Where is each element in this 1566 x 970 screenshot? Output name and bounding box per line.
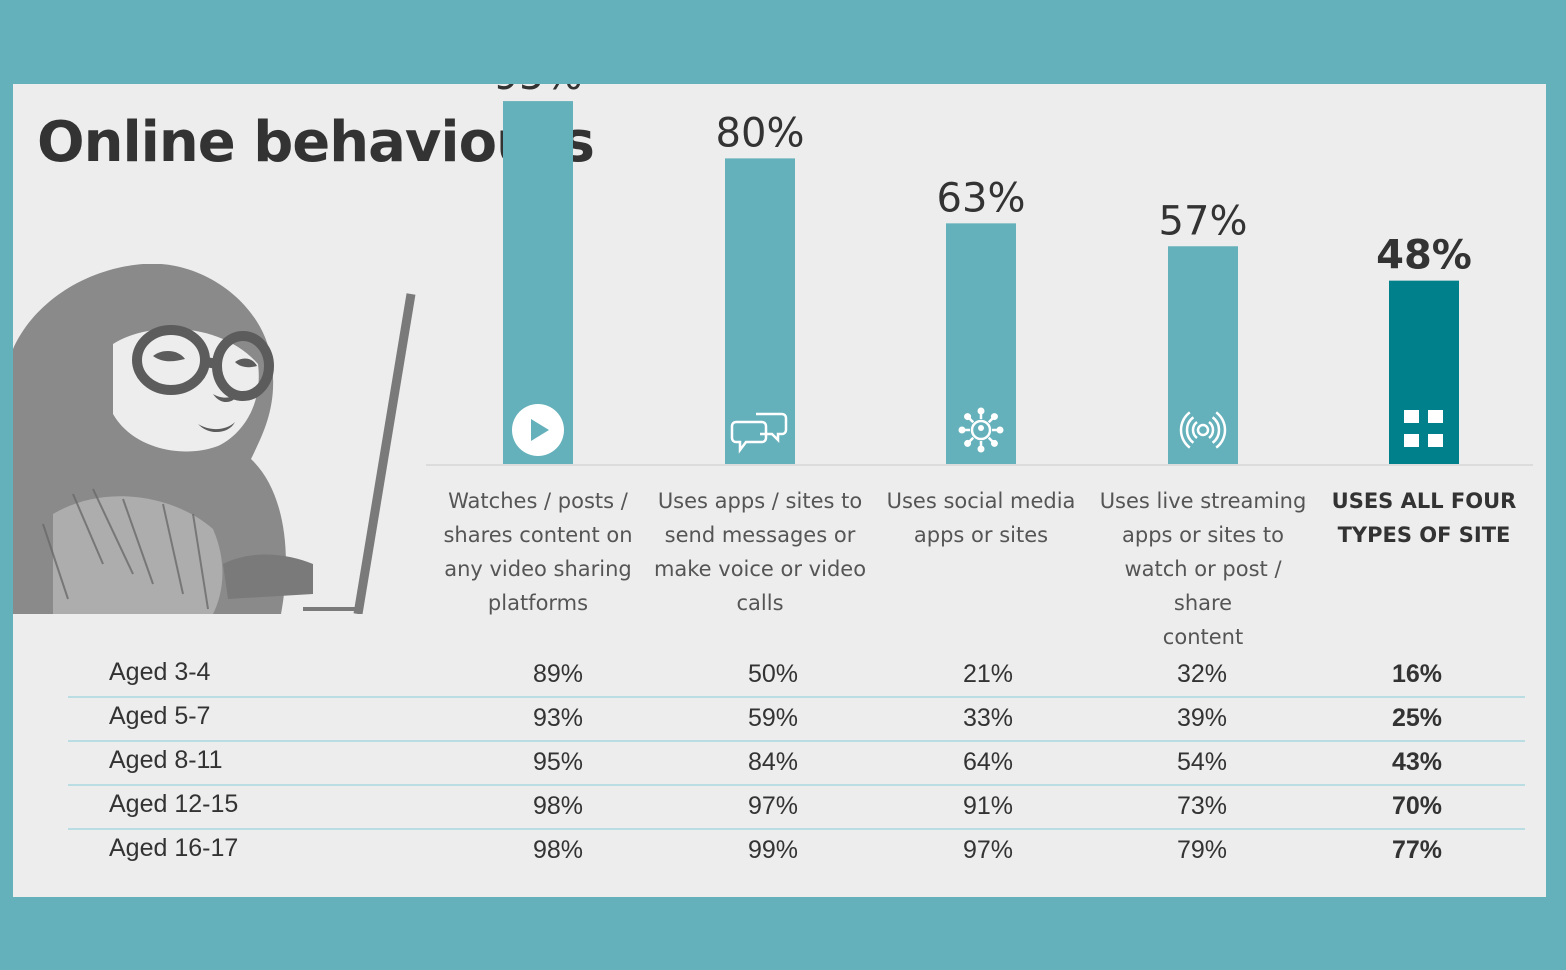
table-cell: 73%	[1176, 792, 1228, 820]
bar	[725, 158, 795, 464]
category-label: Watches / posts / shares content on any vi…	[430, 484, 646, 620]
table-cell: 39%	[1176, 704, 1228, 732]
table-cell: 98%	[532, 792, 584, 820]
table-cell: 79%	[1176, 836, 1228, 864]
table-row: Aged 3-4 89% 50% 21% 32% 16%	[68, 654, 1525, 698]
table-cell: 54%	[1176, 748, 1228, 776]
row-label: Aged 8-11	[109, 746, 223, 774]
bar-value-label: 57%	[1159, 198, 1248, 244]
category-label-line: content	[1162, 625, 1244, 649]
category-label-line: any video sharing	[444, 557, 632, 581]
broadcast-icon	[1179, 411, 1227, 449]
bar	[1168, 246, 1238, 464]
bar-value-label: 63%	[937, 175, 1026, 221]
category-label-line: apps or sites to	[1122, 523, 1284, 547]
table-cell: 93%	[532, 704, 584, 732]
category-label-line: apps or sites	[913, 523, 1049, 547]
bar	[946, 223, 1016, 464]
category-label: Uses social media apps or sites	[873, 484, 1089, 552]
category-label-line: watch or post / share	[1124, 557, 1282, 615]
play-icon	[512, 404, 564, 456]
infographic-card: Online behaviours 95%80%63%57	[13, 84, 1546, 897]
table-cell: 43%	[1391, 748, 1443, 776]
category-label-line: Uses apps / sites to	[657, 489, 863, 513]
row-label: Aged 5-7	[109, 702, 211, 730]
category-label-line: make voice or video	[653, 557, 867, 581]
category-label-line: platforms	[487, 591, 589, 615]
row-label: Aged 3-4	[109, 658, 211, 686]
bar-value-label: 95%	[494, 84, 583, 99]
table-cell: 64%	[962, 748, 1014, 776]
chat-bubbles-icon	[730, 412, 788, 454]
table-cell: 21%	[962, 660, 1014, 688]
category-label-line: shares content on	[443, 523, 633, 547]
bar	[503, 101, 573, 464]
table-cell: 97%	[747, 792, 799, 820]
category-label-line: Uses live streaming	[1099, 489, 1307, 513]
category-label: USES ALL FOUR TYPES OF SITE	[1316, 484, 1532, 552]
table-cell: 95%	[532, 748, 584, 776]
table-row: Aged 5-7 93% 59% 33% 39% 25%	[68, 698, 1525, 742]
table-cell: 89%	[532, 660, 584, 688]
table-cell: 91%	[962, 792, 1014, 820]
table-cell: 59%	[747, 704, 799, 732]
age-breakdown-table: Aged 3-4 89% 50% 21% 32% 16% Aged 5-7 93% 59% 33%…	[68, 654, 1525, 872]
table-cell: 99%	[747, 836, 799, 864]
network-icon	[958, 407, 1004, 453]
page-title: Online behaviours	[37, 110, 595, 175]
category-label-line: Watches / posts /	[448, 489, 628, 513]
table-cell: 32%	[1176, 660, 1228, 688]
table-cell: 16%	[1391, 660, 1443, 688]
category-label: Uses live streaming apps or sites to watch…	[1095, 484, 1311, 654]
category-label-line: TYPES OF SITE	[1337, 523, 1511, 547]
table-cell: 98%	[532, 836, 584, 864]
category-label: Uses apps / sites to send messages or make…	[652, 484, 868, 620]
table-cell: 25%	[1391, 704, 1443, 732]
category-label-line: calls	[736, 591, 784, 615]
bar	[1389, 280, 1459, 464]
child-with-laptop-illustration	[13, 264, 416, 614]
table-cell: 70%	[1391, 792, 1443, 820]
table-cell: 33%	[962, 704, 1014, 732]
table-cell: 50%	[747, 660, 799, 688]
table-row: Aged 16-17 98% 99% 97% 79% 77%	[68, 830, 1525, 872]
table-cell: 97%	[962, 836, 1014, 864]
row-label: Aged 16-17	[109, 834, 239, 862]
bar-value-label: 48%	[1376, 233, 1472, 279]
table-row: Aged 8-11 95% 84% 64% 54% 43%	[68, 742, 1525, 786]
bar-chart: 95% 80% 63% 57% 48%	[426, 84, 1533, 466]
category-label-line: send messages or	[664, 523, 856, 547]
table-cell: 77%	[1391, 836, 1443, 864]
row-label: Aged 12-15	[109, 790, 239, 818]
table-cell: 84%	[747, 748, 799, 776]
bar-value-label: 80%	[716, 110, 805, 156]
grid-icon	[1404, 410, 1443, 447]
category-label-line: USES ALL FOUR	[1331, 489, 1517, 513]
category-label-line: Uses social media	[886, 489, 1076, 513]
table-row: Aged 12-15 98% 97% 91% 73% 70%	[68, 786, 1525, 830]
